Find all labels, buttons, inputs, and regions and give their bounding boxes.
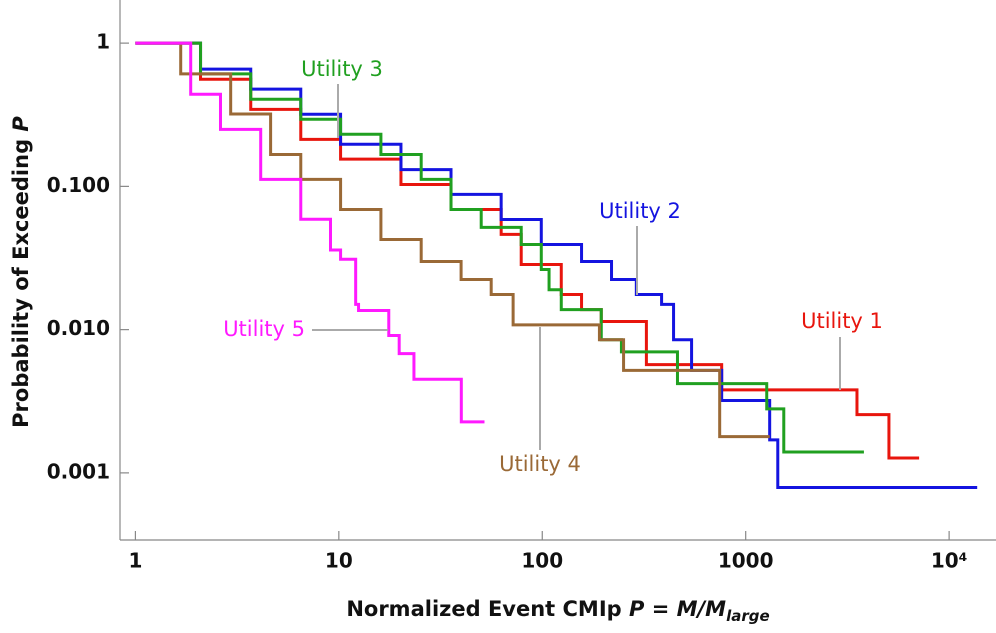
y-tick-label: 0.010 bbox=[47, 316, 110, 340]
y-tick-label: 0.001 bbox=[47, 459, 110, 483]
y-tick-label: 0.100 bbox=[47, 173, 110, 197]
series-label: Utility 2 bbox=[599, 199, 681, 223]
series-line bbox=[135, 41, 864, 454]
x-tick-label: 100 bbox=[521, 549, 563, 573]
y-tick-label: 1 bbox=[96, 30, 110, 54]
x-tick-label: 1 bbox=[128, 549, 142, 573]
series-label: Utility 1 bbox=[801, 309, 883, 333]
x-tick-label: 1000 bbox=[718, 549, 774, 573]
x-tick-label: 10 bbox=[325, 549, 353, 573]
series-label: Utility 4 bbox=[499, 452, 581, 476]
series-line bbox=[135, 41, 770, 439]
y-title-symbol: P bbox=[9, 116, 33, 132]
x-tick-label: 10⁴ bbox=[931, 549, 968, 573]
x-title-formula: P = M/M bbox=[629, 597, 726, 621]
y-title-text: Probability of Exceeding bbox=[9, 132, 33, 428]
series-label: Utility 5 bbox=[223, 317, 305, 341]
series-line bbox=[135, 41, 920, 460]
x-title-text: Normalized Event CMIp bbox=[346, 597, 629, 621]
series-label: Utility 3 bbox=[301, 57, 383, 81]
x-axis-title: Normalized Event CMIp P = M/Mlarge bbox=[346, 597, 769, 625]
x-title-subscript: large bbox=[726, 607, 770, 625]
series-line bbox=[135, 41, 485, 424]
y-axis-title: Probability of Exceeding P bbox=[9, 116, 33, 428]
